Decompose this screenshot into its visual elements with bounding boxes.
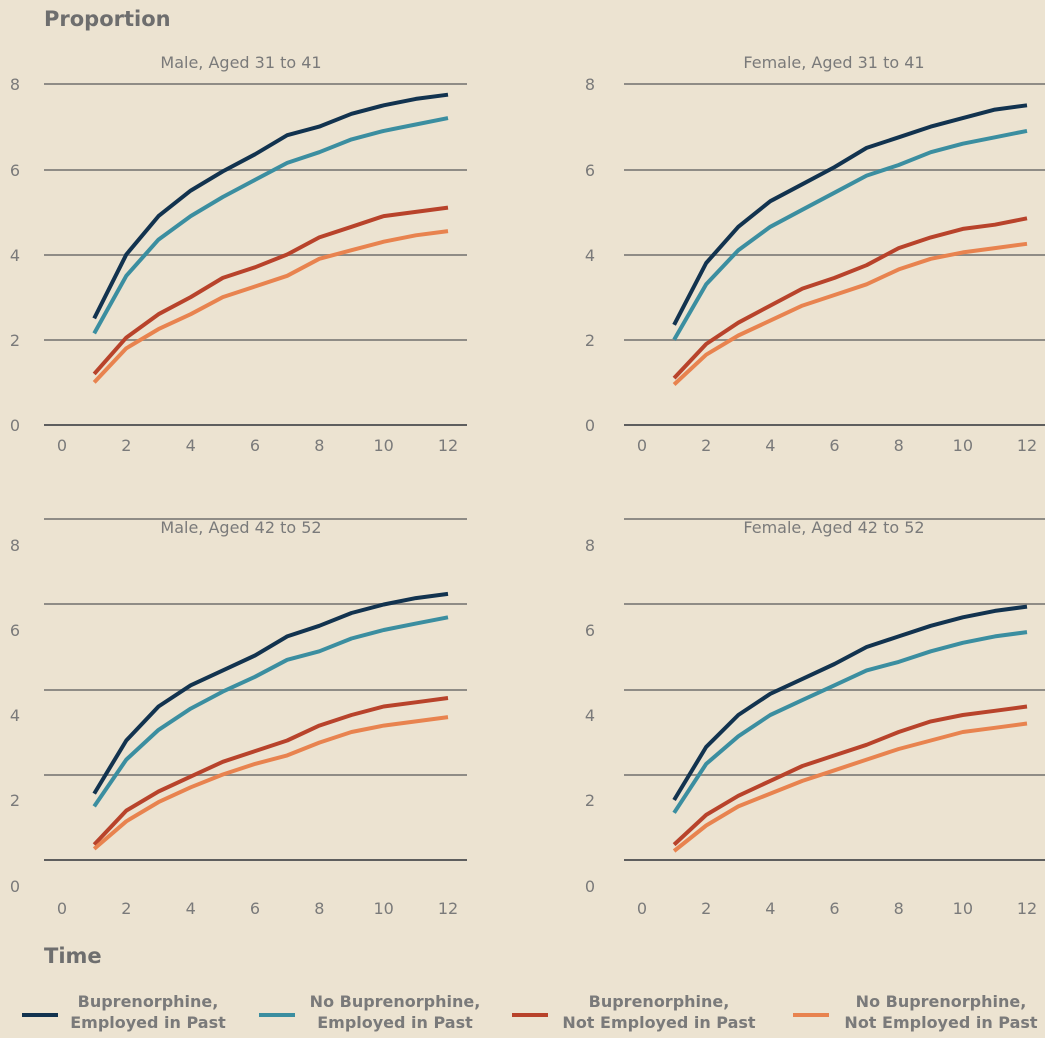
legend-label: Employed in Past: [70, 1013, 226, 1032]
y-tick-label: 6: [10, 161, 20, 180]
panel-title: Male, Aged 42 to 52: [160, 518, 321, 537]
legend-label: No Buprenorphine,: [310, 992, 481, 1011]
y-tick-label: 0: [10, 877, 20, 896]
series-line: [672, 604, 1028, 802]
series-line: [92, 116, 449, 335]
y-tick-label: 8: [585, 75, 595, 94]
panel-title: Female, Aged 42 to 52: [743, 518, 924, 537]
chart-panel: 0 2 4 6 8 0 2 4 6 8 10 12 Male, Aged 31 to 41: [10, 53, 467, 455]
x-tick-label: 2: [121, 436, 131, 455]
x-tick-label: 8: [894, 436, 904, 455]
legend-label: No Buprenorphine,: [856, 992, 1027, 1011]
x-tick-label: 6: [250, 899, 260, 918]
y-tick-label: 8: [10, 75, 20, 94]
series-line: [92, 696, 449, 846]
x-tick-label: 6: [829, 436, 839, 455]
x-tick-label: 2: [701, 436, 711, 455]
series-line: [92, 205, 449, 376]
x-tick-label: 12: [438, 436, 458, 455]
chart-panel: 0 2 4 6 8 0 2 4 6 8 10 12 Female, Aged 31 to 41: [585, 53, 1045, 455]
x-tick-label: 0: [57, 899, 67, 918]
y-tick-label: 0: [585, 416, 595, 435]
y-tick-label: 6: [585, 161, 595, 180]
series-line: [92, 591, 449, 795]
series-line: [672, 103, 1028, 326]
x-tick-label: 8: [314, 436, 324, 455]
y-tick-label: 2: [585, 331, 595, 350]
x-tick-label: 10: [373, 436, 393, 455]
x-tick-label: 0: [57, 436, 67, 455]
y-tick-label: 6: [585, 621, 595, 640]
x-axis-title: Time: [44, 944, 102, 968]
legend-item: Buprenorphine, Not Employed in Past: [512, 992, 756, 1032]
legend-item: Buprenorphine, Employed in Past: [22, 992, 226, 1032]
panel-title: Male, Aged 31 to 41: [160, 53, 321, 72]
x-tick-label: 4: [186, 899, 196, 918]
x-tick-label: 4: [765, 899, 775, 918]
legend-label: Buprenorphine,: [78, 992, 219, 1011]
x-tick-label: 8: [314, 899, 324, 918]
y-tick-label: 0: [585, 877, 595, 896]
x-tick-label: 8: [894, 899, 904, 918]
series-line: [672, 704, 1028, 847]
x-tick-label: 10: [953, 436, 973, 455]
x-tick-label: 4: [186, 436, 196, 455]
chart-panel: 0 2 4 6 8 0 2 4 6 8 10 12 Male, Aged 42 to 52: [10, 518, 467, 918]
x-tick-label: 6: [829, 899, 839, 918]
series-line: [672, 241, 1028, 386]
series-line: [672, 128, 1028, 341]
series-line: [672, 721, 1028, 853]
legend-label: Buprenorphine,: [589, 992, 730, 1011]
y-tick-label: 4: [10, 706, 20, 725]
panels-group: 0 2 4 6 8 0 2 4 6 8 10 12 Male, Aged 31 to 41 0 2 4 6 8 0 2…: [10, 53, 1045, 918]
y-tick-label: 2: [585, 791, 595, 810]
x-tick-label: 10: [953, 899, 973, 918]
x-tick-label: 0: [637, 436, 647, 455]
legend-item: No Buprenorphine, Employed in Past: [259, 992, 480, 1032]
legend-label: Employed in Past: [317, 1013, 473, 1032]
x-tick-label: 6: [250, 436, 260, 455]
y-tick-label: 4: [10, 246, 20, 265]
chart-panel: 0 2 4 6 8 0 2 4 6 8 10 12 Female, Aged 42 to 52: [585, 518, 1045, 918]
legend-label: Not Employed in Past: [844, 1013, 1038, 1032]
x-tick-label: 12: [438, 899, 458, 918]
series-line: [92, 715, 449, 851]
series-line: [672, 630, 1028, 814]
x-tick-label: 2: [121, 899, 131, 918]
x-tick-label: 12: [1017, 899, 1037, 918]
y-tick-label: 4: [585, 246, 595, 265]
x-tick-label: 10: [373, 899, 393, 918]
x-tick-label: 0: [637, 899, 647, 918]
series-line: [92, 229, 449, 384]
x-tick-label: 12: [1017, 436, 1037, 455]
y-axis-title: Proportion: [44, 7, 171, 31]
y-tick-label: 2: [10, 331, 20, 350]
x-tick-label: 2: [701, 899, 711, 918]
y-tick-label: 8: [10, 536, 20, 555]
x-tick-label: 4: [765, 436, 775, 455]
y-tick-label: 6: [10, 621, 20, 640]
y-tick-label: 0: [10, 416, 20, 435]
y-tick-label: 8: [585, 536, 595, 555]
legend-item: No Buprenorphine, Not Employed in Past: [793, 992, 1038, 1032]
legend-label: Not Employed in Past: [562, 1013, 756, 1032]
y-tick-label: 4: [585, 706, 595, 725]
series-line: [672, 216, 1028, 380]
panel-title: Female, Aged 31 to 41: [743, 53, 924, 72]
series-line: [92, 615, 449, 808]
series-line: [92, 92, 449, 320]
y-tick-label: 2: [10, 791, 20, 810]
